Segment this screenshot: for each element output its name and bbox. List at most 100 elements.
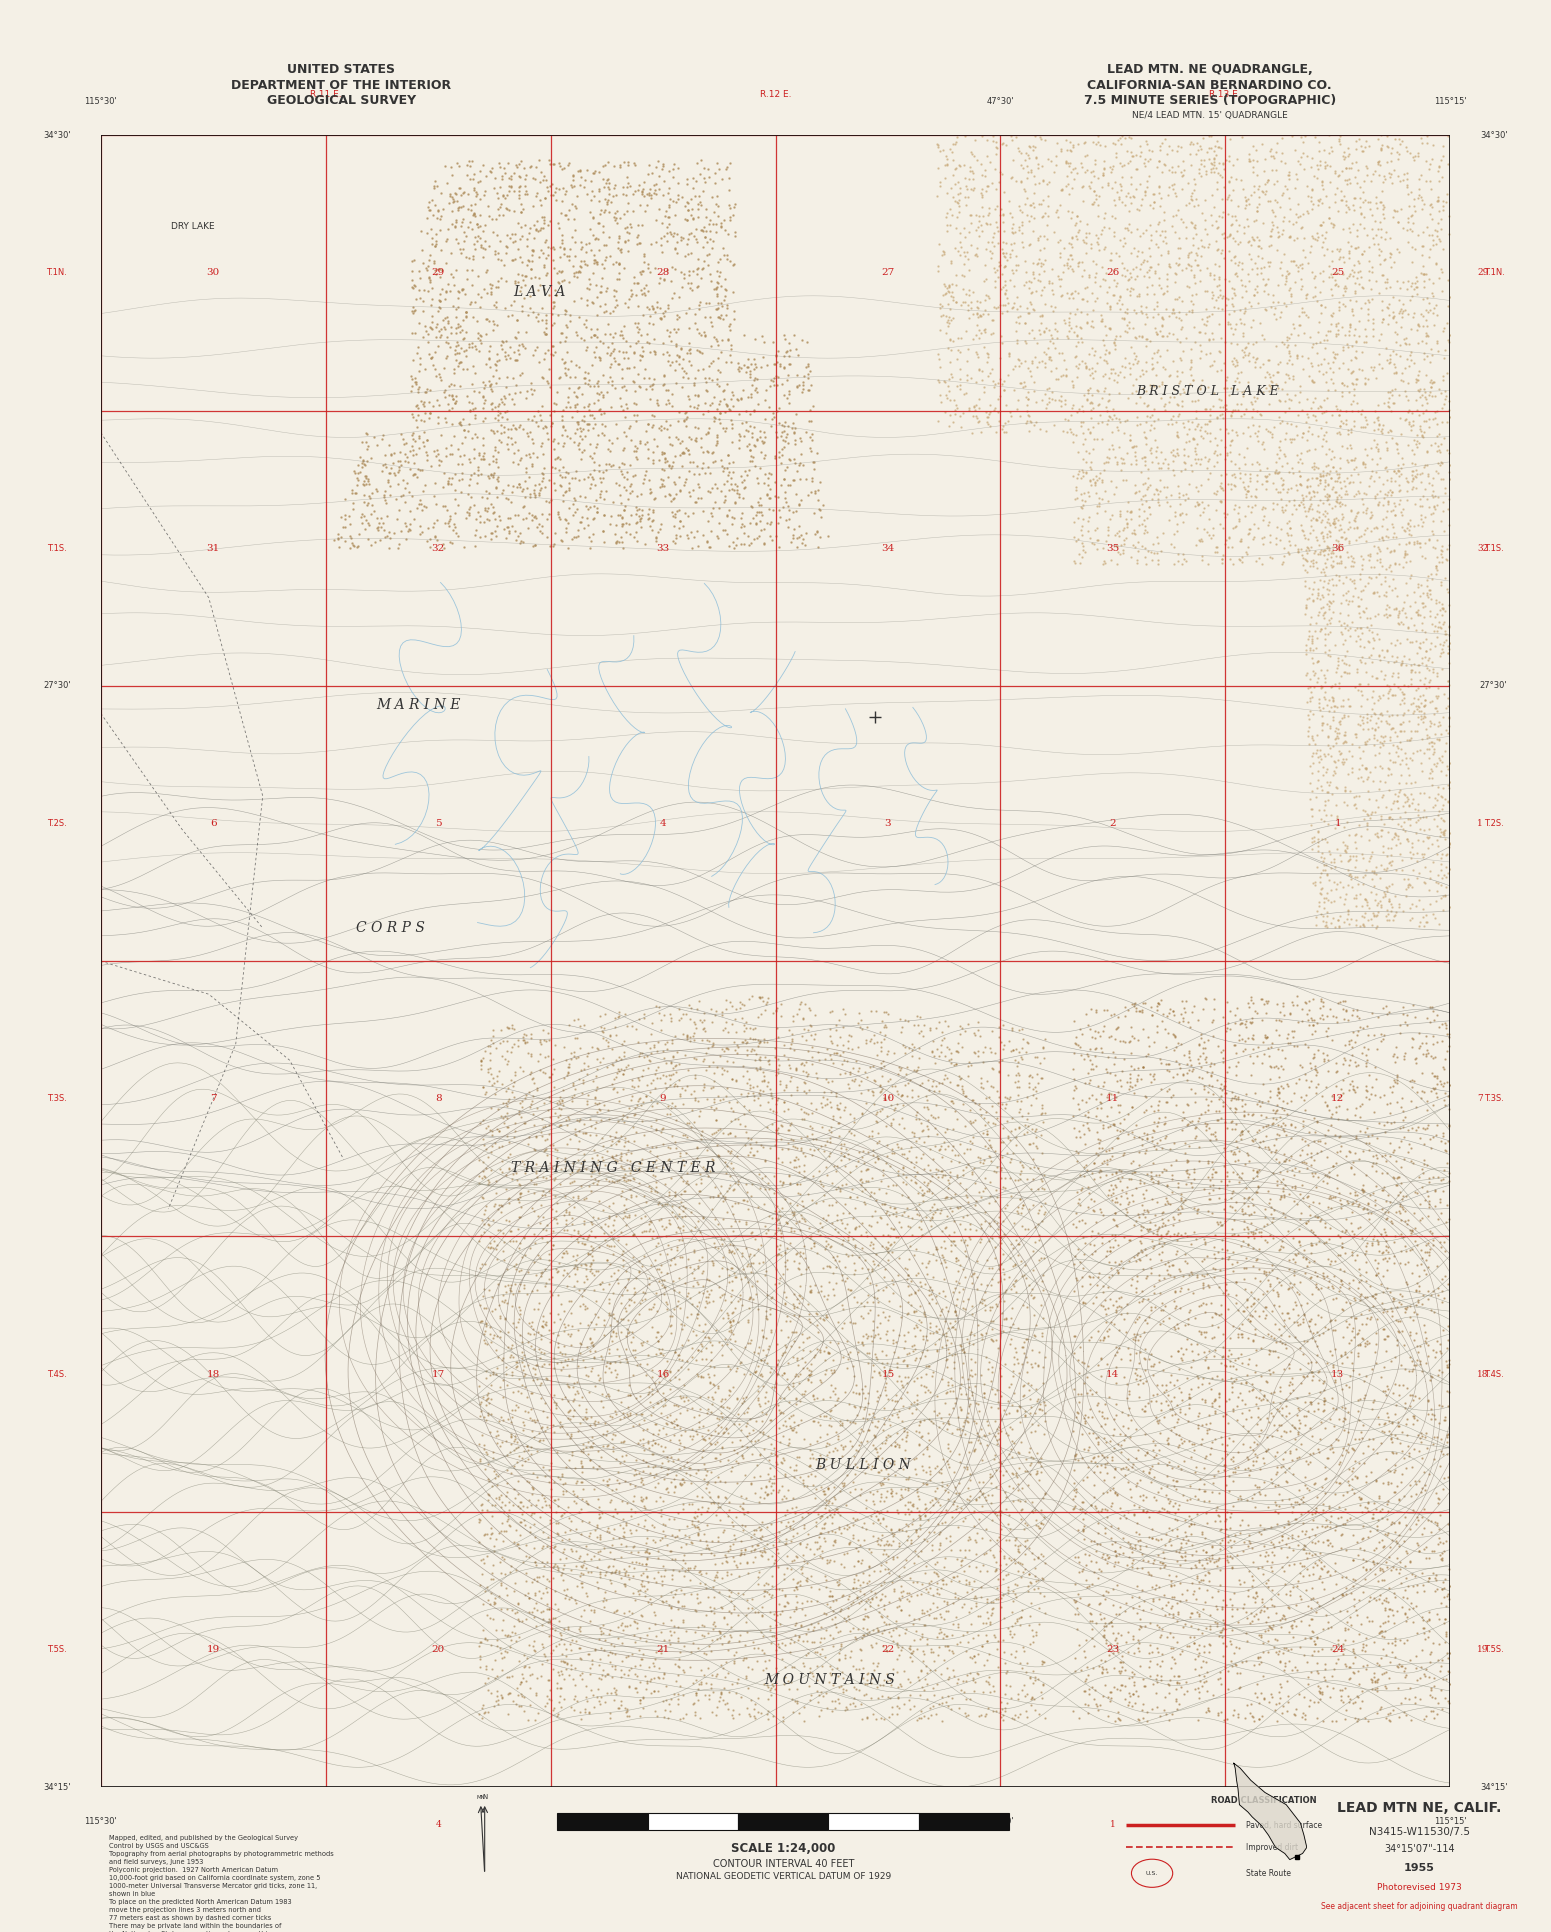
- Point: [1321, 1410, 1346, 1441]
- Point: [515, 1256, 540, 1287]
- Point: [1393, 1206, 1418, 1236]
- Point: [802, 1227, 827, 1258]
- Point: [507, 469, 532, 500]
- Point: [563, 1379, 588, 1410]
- Point: [664, 340, 689, 371]
- Point: [941, 1130, 966, 1161]
- Point: [765, 1012, 789, 1043]
- Point: [1436, 1584, 1461, 1615]
- Point: [1166, 151, 1191, 182]
- Point: [571, 512, 596, 543]
- Point: [493, 1573, 518, 1604]
- Point: [1252, 1515, 1276, 1546]
- Point: [1294, 545, 1318, 576]
- Point: [1231, 193, 1256, 224]
- Point: [644, 1368, 668, 1399]
- Point: [678, 1196, 703, 1227]
- Point: [655, 1347, 679, 1378]
- Point: [661, 220, 686, 251]
- Point: [541, 232, 566, 263]
- Point: [605, 1254, 630, 1285]
- Point: [1252, 1596, 1276, 1627]
- Point: [1126, 1368, 1151, 1399]
- Point: [1138, 1339, 1163, 1370]
- Point: [1421, 616, 1446, 647]
- Point: [1351, 201, 1376, 232]
- Point: [985, 1103, 1010, 1134]
- Point: [1432, 195, 1456, 226]
- Point: [799, 1561, 824, 1592]
- Point: [591, 1391, 616, 1422]
- Point: [478, 272, 503, 303]
- Point: [755, 1704, 780, 1735]
- Point: [704, 272, 729, 303]
- Point: [1428, 854, 1453, 885]
- Point: [1104, 1012, 1129, 1043]
- Point: [817, 1575, 842, 1605]
- Point: [440, 381, 465, 412]
- Point: [966, 201, 991, 232]
- Point: [1247, 1478, 1272, 1509]
- Point: [506, 1490, 530, 1520]
- Point: [597, 1337, 622, 1368]
- Point: [492, 1544, 516, 1575]
- Point: [1228, 1009, 1253, 1039]
- Point: [1031, 255, 1056, 286]
- Point: [596, 185, 620, 216]
- Point: [633, 1283, 658, 1314]
- Point: [1100, 1488, 1124, 1519]
- Point: [422, 468, 447, 498]
- Point: [1424, 1565, 1449, 1596]
- Point: [997, 1082, 1022, 1113]
- Point: [731, 1397, 755, 1428]
- Point: [492, 396, 516, 427]
- Point: [686, 529, 710, 560]
- Point: [1028, 1291, 1053, 1321]
- Point: [1070, 1173, 1095, 1204]
- Point: [1227, 294, 1252, 325]
- Point: [889, 1594, 914, 1625]
- Point: [560, 489, 585, 520]
- Point: [1236, 1200, 1261, 1231]
- Point: [1284, 1503, 1309, 1534]
- Point: [445, 193, 470, 224]
- Point: [1239, 1368, 1264, 1399]
- Point: [400, 419, 425, 450]
- Point: [574, 502, 599, 533]
- Point: [862, 1196, 887, 1227]
- Point: [1104, 1066, 1129, 1097]
- Point: [738, 1036, 763, 1066]
- Point: [1174, 1065, 1199, 1095]
- Point: [982, 220, 1007, 251]
- Point: [1092, 1066, 1117, 1097]
- Point: [1396, 518, 1421, 549]
- Point: [700, 265, 724, 296]
- Point: [1252, 1211, 1276, 1242]
- Point: [841, 1650, 865, 1681]
- Point: [896, 1287, 921, 1318]
- Point: [1337, 319, 1362, 350]
- Point: [1092, 1493, 1117, 1524]
- Point: [1165, 1493, 1190, 1524]
- Point: [605, 1497, 630, 1528]
- Point: [791, 1352, 816, 1383]
- Point: [633, 1625, 658, 1656]
- Point: [1342, 454, 1366, 485]
- Point: [955, 1627, 980, 1658]
- Point: [1207, 251, 1231, 282]
- Point: [442, 498, 467, 529]
- Point: [1311, 522, 1335, 553]
- Point: [1033, 197, 1058, 228]
- Point: [1326, 717, 1351, 748]
- Point: [875, 1636, 900, 1667]
- Text: 2: 2: [886, 1820, 890, 1830]
- Point: [633, 1277, 658, 1308]
- Point: [594, 1677, 619, 1708]
- Point: [706, 1492, 731, 1522]
- Point: [1022, 1211, 1047, 1242]
- Point: [1235, 228, 1259, 259]
- Point: [1258, 230, 1283, 261]
- Point: [924, 1233, 949, 1264]
- Point: [1011, 1119, 1036, 1150]
- Point: [496, 1405, 521, 1435]
